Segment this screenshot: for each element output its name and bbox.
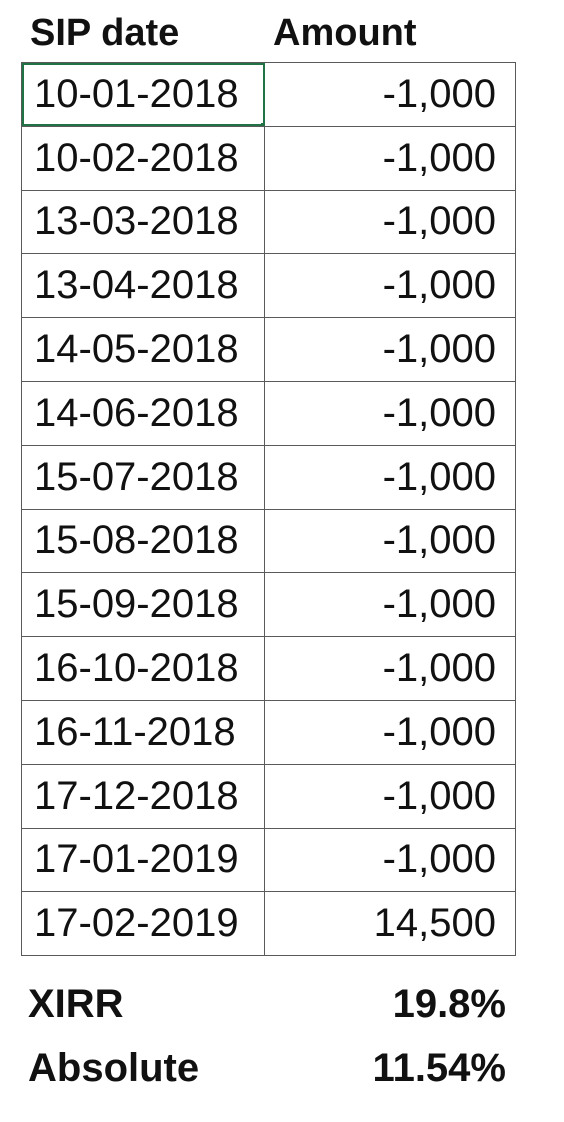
date-cell[interactable]: 13-03-2018 xyxy=(21,189,265,255)
absolute-row: Absolute 11.54% xyxy=(28,1043,506,1093)
date-cell[interactable]: 15-09-2018 xyxy=(21,572,265,638)
date-cell[interactable]: 10-02-2018 xyxy=(21,125,265,191)
amount-cell[interactable]: -1,000 xyxy=(264,444,516,510)
xirr-label: XIRR xyxy=(28,982,124,1026)
amount-cell[interactable]: -1,000 xyxy=(264,62,516,127)
table-row: 10-01-2018 -1,000 xyxy=(21,62,516,127)
amount-cell[interactable]: -1,000 xyxy=(264,253,516,319)
table-row: 15-07-2018 -1,000 xyxy=(21,444,516,510)
amount-cell[interactable]: -1,000 xyxy=(264,317,516,382)
sip-table-body: 10-01-2018 -1,000 10-02-2018 -1,000 13-03-20… xyxy=(21,62,516,957)
absolute-label: Absolute xyxy=(28,1046,200,1090)
amount-cell[interactable]: 14,500 xyxy=(264,891,516,957)
date-cell[interactable]: 17-01-2019 xyxy=(21,827,265,893)
amount-cell[interactable]: -1,000 xyxy=(264,763,516,829)
date-cell[interactable]: 17-12-2018 xyxy=(21,763,265,829)
table-row: 17-02-2019 14,500 xyxy=(21,891,516,957)
date-cell[interactable]: 13-04-2018 xyxy=(21,253,265,319)
amount-cell[interactable]: -1,000 xyxy=(264,827,516,893)
table-row: 13-03-2018 -1,000 xyxy=(21,189,516,255)
date-cell[interactable]: 16-11-2018 xyxy=(21,699,265,765)
table-row: 15-09-2018 -1,000 xyxy=(21,572,516,638)
sip-table: 10-01-2018 -1,000 10-02-2018 -1,000 13-03-20… xyxy=(21,62,516,957)
amount-cell[interactable]: -1,000 xyxy=(264,572,516,638)
table-row: 17-12-2018 -1,000 xyxy=(21,763,516,829)
amount-cell[interactable]: -1,000 xyxy=(264,380,516,446)
date-cell[interactable]: 16-10-2018 xyxy=(21,636,265,701)
amount-cell[interactable]: -1,000 xyxy=(264,699,516,765)
fill-handle[interactable] xyxy=(261,122,264,126)
table-row: 15-08-2018 -1,000 xyxy=(21,508,516,574)
absolute-value: 11.54% xyxy=(372,1046,506,1090)
header-sip-date: SIP date xyxy=(30,12,180,54)
amount-cell[interactable]: -1,000 xyxy=(264,636,516,701)
xirr-row: XIRR 19.8% xyxy=(28,979,506,1029)
selected-date-cell[interactable]: 10-01-2018 xyxy=(21,62,265,127)
table-row: 14-05-2018 -1,000 xyxy=(21,317,516,382)
table-row: 16-10-2018 -1,000 xyxy=(21,636,516,701)
date-cell[interactable]: 15-08-2018 xyxy=(21,508,265,574)
date-cell[interactable]: 14-05-2018 xyxy=(21,317,265,382)
table-row: 13-04-2018 -1,000 xyxy=(21,253,516,319)
amount-cell[interactable]: -1,000 xyxy=(264,189,516,255)
amount-cell[interactable]: -1,000 xyxy=(264,508,516,574)
date-cell[interactable]: 17-02-2019 xyxy=(21,891,265,957)
xirr-value: 19.8% xyxy=(392,982,506,1026)
date-cell[interactable]: 14-06-2018 xyxy=(21,380,265,446)
table-row: 17-01-2019 -1,000 xyxy=(21,827,516,893)
table-row: 16-11-2018 -1,000 xyxy=(21,699,516,765)
amount-cell[interactable]: -1,000 xyxy=(264,125,516,191)
date-cell[interactable]: 15-07-2018 xyxy=(21,444,265,510)
table-row: 10-02-2018 -1,000 xyxy=(21,125,516,191)
header-amount: Amount xyxy=(273,12,417,54)
table-row: 14-06-2018 -1,000 xyxy=(21,380,516,446)
